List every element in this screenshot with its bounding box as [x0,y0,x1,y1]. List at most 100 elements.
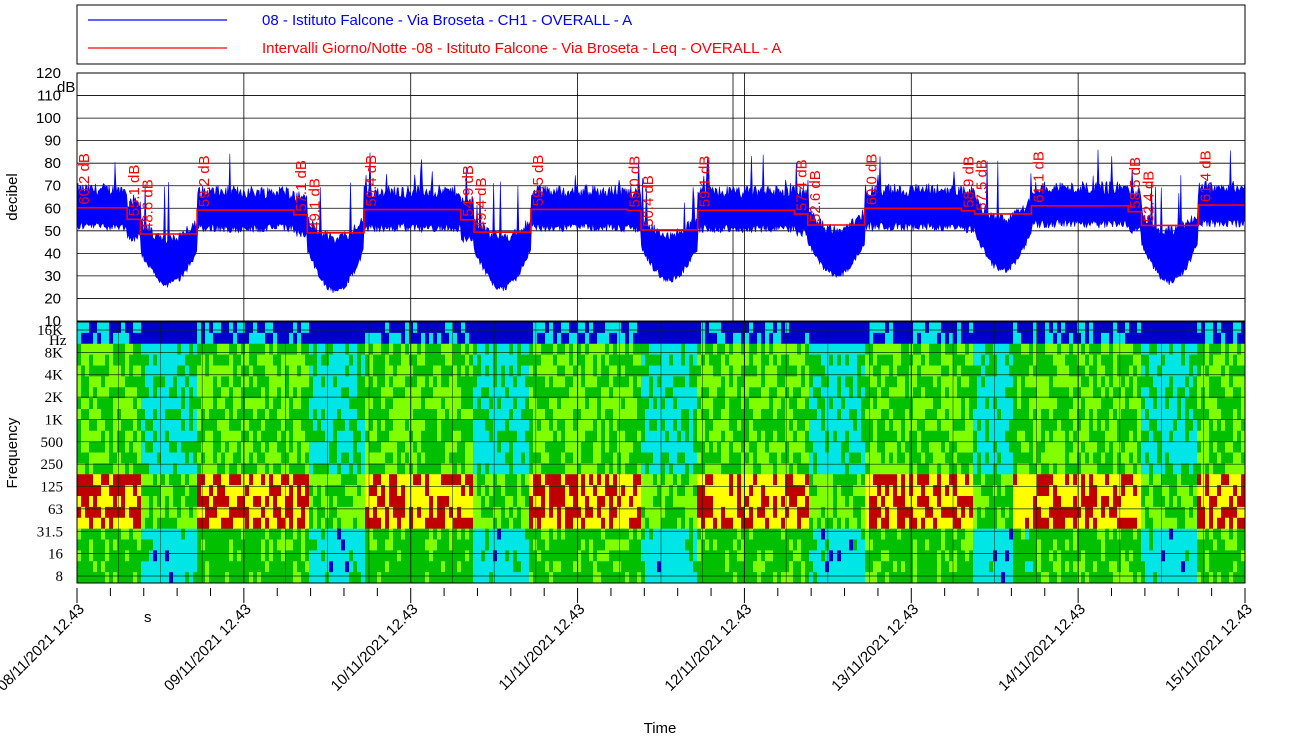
spectrogram-cell [181,430,186,443]
spectrogram-cell [433,322,438,334]
spectrogram-cell [133,561,138,573]
spectrogram-cell [729,452,734,464]
spectrogram-cell [753,474,758,486]
spectrogram-cell [805,463,810,475]
spectrogram-cell [829,506,834,519]
spectrogram-cell [129,550,134,562]
spectrogram-cell [137,365,142,377]
spectrogram-cell [461,506,466,519]
spectrogram-cell [345,398,350,410]
spectrogram-cell [721,343,726,356]
spectrogram-cell [449,441,454,454]
spectrogram-cell [797,409,802,421]
spectrogram-cell [461,354,466,367]
spectrogram-cell [105,572,110,583]
spectrogram-cell [645,409,650,421]
spectrogram-cell [865,528,870,541]
spectrogram-cell [717,430,722,443]
spectrogram-cell [121,409,126,421]
spectrogram-cell [509,409,514,421]
spectrogram-cell [293,517,298,530]
spectrogram-cell [469,354,474,367]
spectrogram-cell [465,409,470,421]
spectrogram-cell [885,409,890,421]
spectrogram-cell [481,561,486,573]
spectrogram-cell [537,517,542,530]
spectrogram-cell [169,517,174,530]
spectrogram-cell [93,332,98,345]
spectrogram-cell [289,496,294,508]
spectrogram-cell [381,376,386,388]
spectrogram-cell [181,419,186,432]
spectrogram-cell [349,463,354,475]
spectrogram-cell [185,409,190,421]
spectrogram-cell [273,463,278,475]
spectrogram-cell [397,517,402,530]
spectrogram-cell [805,419,810,432]
spectrogram-cell [613,332,618,345]
spectrogram-cell [669,343,674,356]
spectrogram-cell [353,496,358,508]
leq-value-label: 49.1 dB [306,178,323,230]
spectrogram-cell [809,517,814,530]
spectrogram-cell [265,539,270,551]
spectrogram-cell [457,528,462,541]
spectrogram-cell [365,419,370,432]
spectrogram-cell [133,365,138,377]
spectrogram-cell [349,506,354,519]
spectrogram-cell [317,496,322,508]
spectrogram-cell [605,441,610,454]
spectrogram-cell [733,561,738,573]
spectrogram-cell [105,343,110,356]
spectrogram-cell [77,332,82,345]
spectrogram-cell [657,506,662,519]
spectrogram-cell [585,398,590,410]
spectrogram-cell [829,572,834,583]
spectrogram-cell [657,343,662,356]
spectrogram-cell [869,550,874,562]
spectrogram-cell [813,343,818,356]
spectrogram-cell [125,398,130,410]
spectrogram-cell [245,539,250,551]
spectrogram-cell [161,387,166,399]
spectrogram-cell [665,550,670,562]
spectrogram-cell [641,550,646,562]
spectrogram-cell [577,506,582,519]
spectrogram-cell [681,419,686,432]
spectrogram-cell [409,387,414,399]
spectrogram-cell [653,539,658,551]
spectrogram-cell [353,506,358,519]
spectrogram-cell [829,441,834,454]
spectrogram-cell [345,409,350,421]
spectrogram-cell [437,506,442,519]
spectrogram-cell [101,354,106,367]
spectrogram-cell [285,343,290,356]
spectrogram-cell [169,474,174,486]
spectrogram-cell [621,322,626,334]
spectrogram-cell [545,452,550,464]
spectrogram-cell [717,506,722,519]
spectrogram-cell [797,430,802,443]
spectrogram-cell [181,441,186,454]
spectrogram-cell [197,550,202,562]
spectrogram-cell [549,441,554,454]
spectrogram-cell [649,517,654,530]
spectrogram-cell [553,452,558,464]
spectrogram-cell [357,387,362,399]
spectrogram-cell [157,332,162,345]
spectrogram-cell [273,517,278,530]
spectrogram-cell [317,398,322,410]
spectrogram-cell [345,376,350,388]
spectrogram-cell [881,365,886,377]
spectrogram-cell [125,387,130,399]
spectrogram-cell [157,322,162,334]
spectrogram-cell [709,376,714,388]
spectrogram-cell [133,430,138,443]
spectrogram-cell [365,463,370,475]
spectrogram-cell [477,463,482,475]
spectrogram-cell [833,419,838,432]
spectrogram-cell [557,376,562,388]
spectrogram-cell [601,332,606,345]
spectrogram-cell [113,485,118,497]
spectrogram-cell [561,343,566,356]
